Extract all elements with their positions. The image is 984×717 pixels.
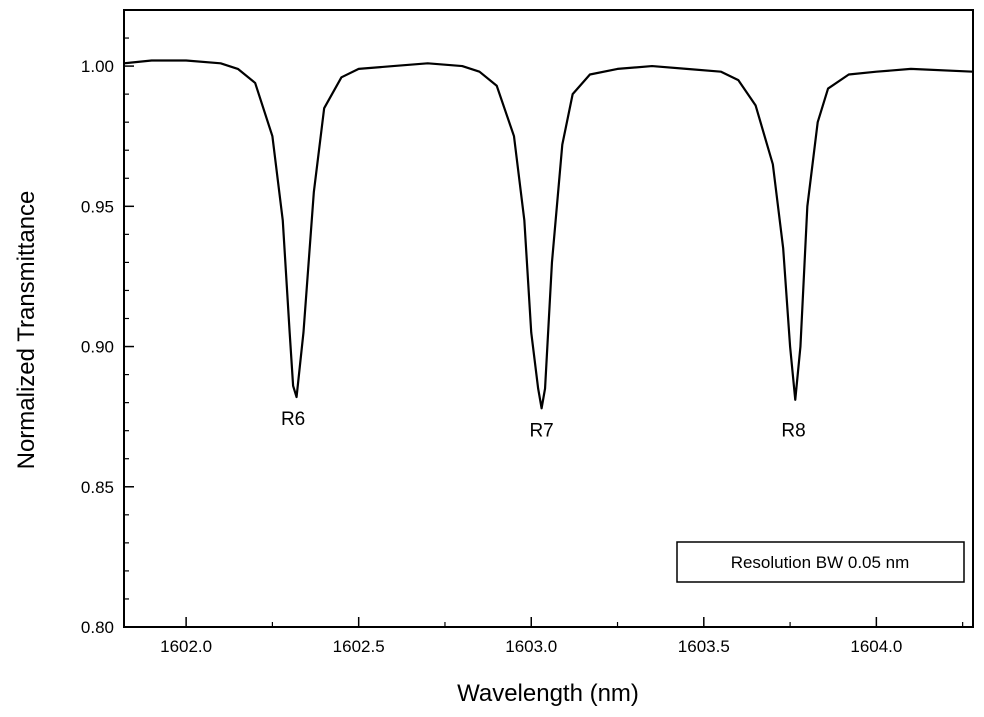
- y-tick-label: 0.90: [81, 338, 114, 357]
- peak-label-r8: R8: [781, 420, 805, 441]
- x-tick-label: 1604.0: [850, 637, 902, 656]
- x-axis-title: Wavelength (nm): [457, 680, 639, 707]
- tick-labels: 1602.0 1602.5 1603.0 1603.5 1604.0 0.80 0.85 0.…: [81, 57, 902, 656]
- x-tick-label: 1602.0: [160, 637, 212, 656]
- y-tick-label: 0.80: [81, 618, 114, 637]
- plot-frame: [123, 9, 974, 628]
- peak-label-r6: R6: [281, 409, 305, 430]
- y-tick-label: 0.95: [81, 197, 114, 216]
- axis-ticks: [124, 9, 964, 628]
- peak-label-r7: R7: [529, 420, 553, 441]
- peak-annotations: R6 R7 R8: [281, 409, 806, 441]
- y-tick-label: 1.00: [81, 57, 114, 76]
- transmittance-series-line: [123, 59, 974, 410]
- legend-box: Resolution BW 0.05 nm: [676, 541, 965, 583]
- x-tick-label: 1603.0: [505, 637, 557, 656]
- x-tick-label: 1603.5: [678, 637, 730, 656]
- x-tick-label: 1602.5: [333, 637, 385, 656]
- y-axis-title: Normalized Transmittance: [13, 191, 40, 470]
- y-tick-label: 0.85: [81, 478, 114, 497]
- legend-frame: [676, 541, 965, 583]
- legend-text: Resolution BW 0.05 nm: [731, 553, 910, 572]
